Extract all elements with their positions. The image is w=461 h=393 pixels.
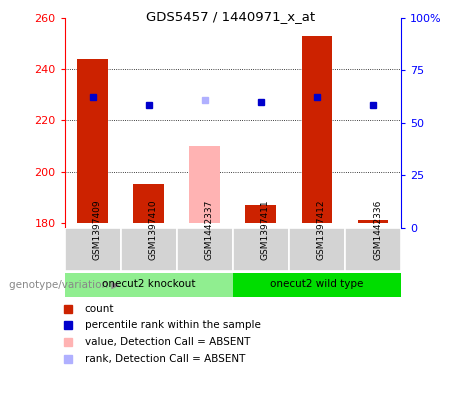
Text: rank, Detection Call = ABSENT: rank, Detection Call = ABSENT — [85, 354, 245, 364]
Bar — [65, 273, 233, 297]
Text: GSM1397412: GSM1397412 — [317, 199, 326, 260]
Bar — [358, 220, 389, 223]
Text: GSM1397409: GSM1397409 — [93, 199, 101, 260]
Text: GSM1397411: GSM1397411 — [261, 199, 270, 260]
Text: onecut2 wild type: onecut2 wild type — [270, 279, 364, 289]
Bar — [121, 228, 177, 271]
Text: GDS5457 / 1440971_x_at: GDS5457 / 1440971_x_at — [146, 10, 315, 23]
Bar — [233, 228, 289, 271]
Text: genotype/variation ▶: genotype/variation ▶ — [9, 280, 119, 290]
Text: value, Detection Call = ABSENT: value, Detection Call = ABSENT — [85, 337, 250, 347]
Bar — [301, 36, 332, 223]
Text: GSM1442336: GSM1442336 — [373, 200, 382, 260]
Bar — [345, 228, 401, 271]
Text: onecut2 knockout: onecut2 knockout — [102, 279, 195, 289]
Bar — [233, 273, 401, 297]
Bar — [289, 228, 345, 271]
Text: count: count — [85, 304, 114, 314]
Bar — [245, 205, 276, 223]
Text: GSM1397410: GSM1397410 — [148, 199, 158, 260]
Bar — [65, 228, 121, 271]
Text: GSM1442337: GSM1442337 — [205, 200, 214, 260]
Bar — [77, 59, 108, 223]
Text: percentile rank within the sample: percentile rank within the sample — [85, 320, 260, 331]
Bar — [177, 228, 233, 271]
Bar — [189, 146, 220, 223]
Bar — [133, 184, 164, 223]
